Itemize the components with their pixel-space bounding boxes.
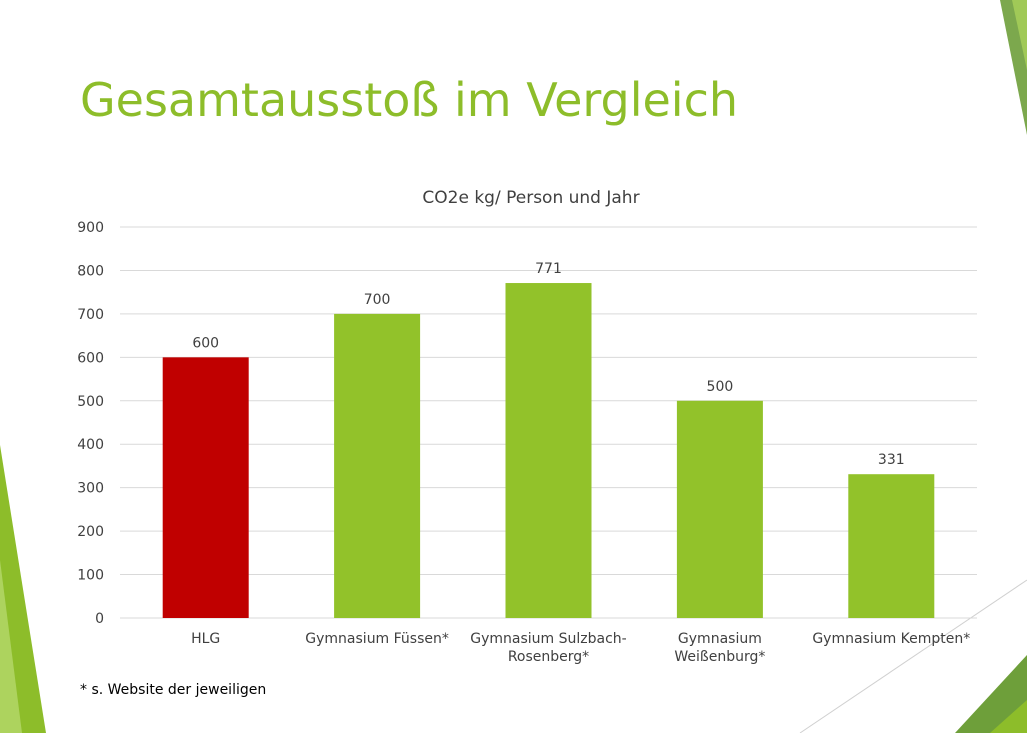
- value-label: 500: [707, 379, 734, 395]
- bar: [334, 313, 421, 618]
- y-tick-label: 900: [77, 220, 104, 236]
- y-tick-label: 200: [77, 524, 104, 540]
- bottom-right-accent-shape-light: [990, 700, 1027, 733]
- value-label: 700: [364, 292, 391, 308]
- bottom-right-accent-line: [799, 579, 1027, 733]
- x-tick-label-line: Gymnasium Kempten*: [812, 631, 971, 647]
- value-label: 600: [192, 335, 219, 351]
- y-tick-label: 300: [77, 481, 104, 497]
- value-label: 771: [535, 261, 562, 277]
- bars: [162, 283, 935, 618]
- value-labels: 600 700 771 500 331: [192, 261, 904, 468]
- top-right-accent-shape-light: [1012, 0, 1027, 70]
- bottom-right-accent-shape: [955, 655, 1027, 733]
- x-tick-label: Gymnasium Kempten*: [801, 630, 981, 648]
- x-tick-label: Gymnasium Füssen*: [287, 630, 467, 648]
- bar: [162, 357, 249, 618]
- x-tick-label: Gymnasium Weißenburg*: [630, 630, 810, 666]
- slide-title: Gesamtausstoß im Vergleich: [80, 73, 739, 127]
- bar: [505, 283, 592, 618]
- y-tick-label: 800: [77, 263, 104, 279]
- left-accent-shape-light: [0, 560, 22, 733]
- footnote: * s. Website der jeweiligen: [80, 682, 267, 698]
- y-axis-ticks: 0 100 200 300 400 500 600 700 800 900: [77, 220, 104, 627]
- x-tick-label-line: HLG: [191, 631, 221, 647]
- x-tick-label: HLG: [116, 630, 296, 648]
- y-tick-label: 700: [77, 307, 104, 323]
- y-tick-label: 100: [77, 568, 104, 584]
- x-tick-label-line: Rosenberg*: [507, 649, 590, 665]
- x-tick-label-line: Gymnasium: [677, 631, 762, 647]
- x-tick-label: Gymnasium Sulzbach- Rosenberg*: [459, 630, 639, 666]
- x-tick-label-line: Gymnasium Füssen*: [305, 631, 449, 647]
- bar: [848, 474, 935, 618]
- x-tick-label-line: Gymnasium Sulzbach-: [470, 631, 627, 647]
- y-tick-label: 0: [95, 611, 104, 627]
- y-tick-label: 500: [77, 394, 104, 410]
- y-tick-label: 600: [77, 350, 104, 366]
- chart-title: CO2e kg/ Person und Jahr: [422, 188, 639, 208]
- y-tick-label: 400: [77, 437, 104, 453]
- bar: [676, 400, 763, 618]
- value-label: 331: [878, 452, 905, 468]
- x-tick-label-line: Weißenburg*: [674, 649, 766, 665]
